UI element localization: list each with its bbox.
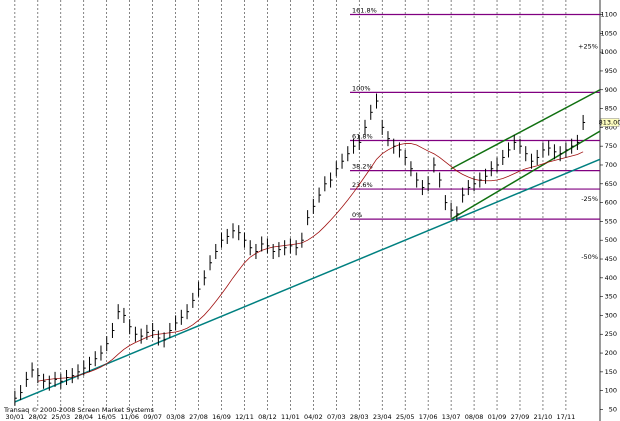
x-tick-label: 11/06 [120,413,139,421]
x-tick-label: 28/02 [28,413,47,421]
y-tick-label: 250 [605,330,617,338]
y-tick-label: 950 [605,67,617,75]
x-tick-label: 08/08 [465,413,484,421]
x-tick-label: 01/09 [488,413,507,421]
x-tick-label: 04/02 [304,413,323,421]
moving-average [37,143,584,382]
y-tick-label: 500 [605,236,617,244]
x-tick-label: 07/03 [327,413,346,421]
trend-line [450,89,601,170]
x-tick-label: 08/12 [258,413,277,421]
y-tick-label: 1100 [600,11,617,19]
last-price-box [600,118,620,127]
y-tick-label: 1000 [600,48,617,56]
x-tick-label: 30/01 [6,413,25,421]
x-tick-label: 23/04 [373,413,392,421]
y-tick-label: 450 [605,255,617,263]
y-tick-label: 1050 [600,29,617,37]
y-tick-label: 200 [605,349,617,357]
y-tick-label: 600 [605,199,617,207]
y-tick-label: 400 [605,274,617,282]
x-tick-label: 28/04 [74,413,93,421]
x-tick-label: 17/06 [419,413,438,421]
y-tick-label: 900 [605,86,617,94]
x-tick-label: 13/07 [442,413,461,421]
y-tick-label: 350 [605,293,617,301]
percent-label: +25% [578,42,598,50]
x-tick-label: 16/05 [97,413,116,421]
x-tick-label: 25/05 [396,413,415,421]
fib-label: 0% [352,211,362,219]
percent-label: -50% [581,253,598,261]
x-tick-label: 12/11 [235,413,254,421]
fib-label: 23.6% [352,181,373,189]
x-tick-label: 21/10 [534,413,553,421]
trend-line [14,158,601,403]
copyright: Transaq © 2000-2008 Screen Market System… [3,406,154,414]
fib-label: 161.8% [352,7,377,15]
y-tick-label: 850 [605,105,617,113]
x-tick-label: 17/11 [557,413,576,421]
y-tick-label: 150 [605,368,617,376]
y-tick-label: 700 [605,161,617,169]
y-tick-label: 550 [605,217,617,225]
y-tick-label: 100 [605,387,617,395]
last-price-label: 813.00 [599,118,620,126]
fib-label: 61.8% [352,133,373,141]
y-tick-label: 650 [605,180,617,188]
x-tick-label: 11/01 [281,413,300,421]
x-tick-label: 28/03 [350,413,369,421]
y-tick-label: 800 [605,123,617,131]
y-tick-label: 750 [605,142,617,150]
y-tick-label: 300 [605,311,617,319]
x-tick-label: 27/08 [189,413,208,421]
trend-line [450,130,601,220]
fib-label: 38.2% [352,163,373,171]
x-tick-label: 03/08 [166,413,185,421]
fib-label: 100% [352,84,371,92]
y-tick-label: 50 [609,405,617,413]
x-tick-label: 09/07 [143,413,162,421]
x-tick-label: 27/09 [511,413,530,421]
percent-label: -25% [581,195,598,203]
x-tick-label: 16/09 [212,413,231,421]
x-tick-label: 25/03 [51,413,70,421]
